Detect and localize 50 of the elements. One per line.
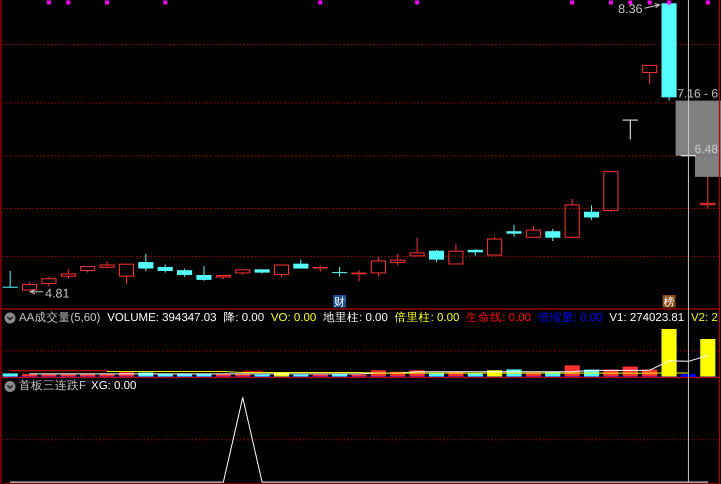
candlestick (642, 64, 658, 85)
candlestick (216, 275, 231, 280)
candlestick (2, 270, 18, 288)
candlestick (274, 264, 290, 278)
annotation: 8.36 (618, 2, 643, 16)
candlestick (60, 268, 76, 280)
x-tick-label: 财 (334, 296, 346, 308)
x-tick-label: 榜 (664, 296, 675, 308)
candlestick (80, 266, 96, 274)
candlestick (370, 256, 386, 278)
bar (700, 338, 716, 376)
candlestick (41, 276, 57, 287)
bar (468, 373, 483, 376)
candlestick (603, 171, 618, 212)
legend-label: 地里柱: 0.00 (323, 310, 388, 326)
candlestick (22, 282, 38, 292)
candlestick (235, 269, 250, 276)
candlestick (506, 224, 522, 238)
legend-label: VO: 0.00 (270, 310, 316, 326)
candlestick (545, 228, 560, 242)
annotation: 4.81 (45, 286, 70, 300)
bar (2, 373, 18, 376)
text: XG: 0.00 (91, 378, 136, 394)
candlestick (196, 266, 212, 282)
candlestick (100, 260, 115, 270)
candlestick (564, 198, 580, 240)
candlestick (351, 270, 367, 282)
chart-title: 首板三连跌F (19, 378, 86, 394)
legend-label: 降: 0.00 (223, 310, 264, 326)
bar (661, 329, 677, 376)
candlestick (526, 226, 541, 238)
annotation: 6.48 (694, 142, 718, 156)
text: V1: 274023.81 (609, 310, 684, 326)
legend-label: VOLUME: 394347.03 (107, 310, 217, 326)
candlestick (390, 253, 406, 266)
text: V2: 2 (691, 310, 718, 326)
candlestick (584, 204, 600, 220)
candlestick (448, 244, 464, 264)
candlestick (138, 253, 154, 272)
candlestick (622, 120, 638, 140)
text: 生命线: 0.00 (466, 310, 532, 326)
legend-label: 倍缩量: 0.00 (538, 310, 603, 326)
candlestick (332, 266, 348, 278)
candlestick (700, 176, 716, 210)
candlestick (487, 236, 502, 256)
legend-label: 倍里柱: 0.00 (394, 310, 460, 326)
candlestick (118, 264, 134, 284)
candlestick (428, 249, 444, 263)
chart-title: AA成交量(5,60) (19, 310, 100, 326)
candlestick (410, 237, 425, 256)
